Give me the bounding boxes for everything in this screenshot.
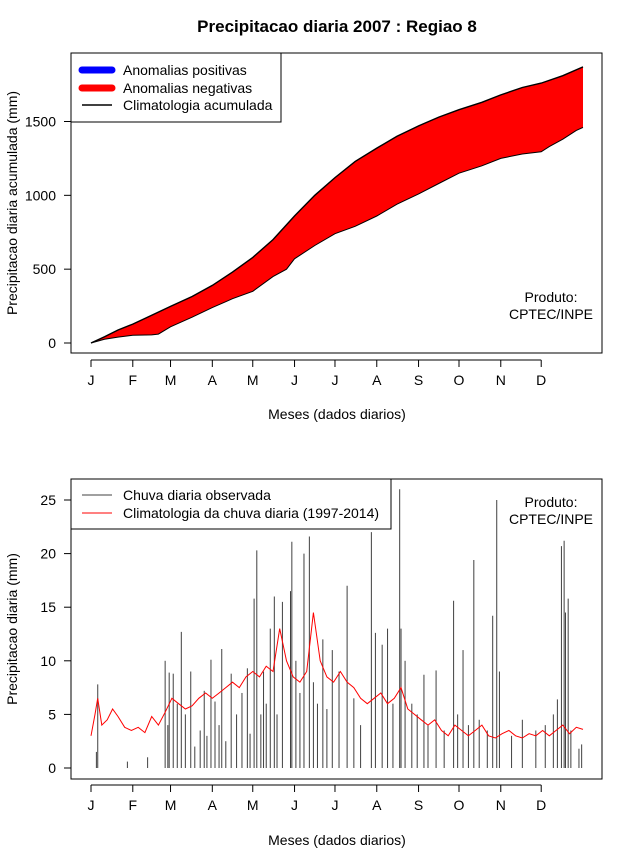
credit-source: CPTEC/INPE [509, 306, 593, 322]
legend-box [70, 478, 392, 530]
chart-cumulative: 0 500 1000 1500 J F M A M J J A S O N D Precipitacao d… [4, 52, 603, 422]
x-tick-label: J [331, 372, 338, 388]
x-tick-label: M [247, 372, 259, 388]
y-axis-cumulative: 0 500 1000 1500 [25, 114, 72, 351]
credit-source: CPTEC/INPE [509, 511, 593, 527]
y-axis-label-cumulative: Precipitacao diaria acumulada (mm) [4, 91, 20, 315]
x-tick-label: M [165, 797, 177, 813]
x-tick-label: J [291, 797, 298, 813]
climatology-daily-line [90, 612, 584, 739]
climatology-line [90, 66, 584, 344]
x-tick-label: J [88, 372, 95, 388]
x-tick-label: N [496, 372, 506, 388]
legend-label-positive: Anomalias positivas [123, 62, 247, 78]
x-tick-label: J [331, 797, 338, 813]
x-tick-label: D [536, 797, 546, 813]
observed-cumulative-line [90, 126, 584, 344]
y-tick-label: 10 [40, 653, 56, 669]
y-tick-label: 0 [48, 335, 56, 351]
y-tick-label: 25 [40, 492, 56, 508]
climatology-daily-line [90, 612, 584, 739]
y-axis-daily: 0 5 10 15 20 25 [40, 492, 72, 776]
figure-title: Precipitacao diaria 2007 : Regiao 8 [197, 17, 477, 36]
x-tick-label: O [454, 797, 465, 813]
legend-label-negative: Anomalias negativas [123, 80, 252, 96]
credit-label: Produto: [525, 289, 578, 305]
legend-label-climatology: Climatologia acumulada [123, 97, 273, 113]
x-tick-label: F [129, 797, 138, 813]
x-tick-label: A [372, 372, 382, 388]
x-tick-label: O [454, 372, 465, 388]
x-tick-label: A [372, 797, 382, 813]
x-tick-label: A [208, 372, 218, 388]
legend-daily: Chuva diaria observada Climatologia da c… [70, 478, 392, 530]
x-tick-label: S [414, 372, 423, 388]
x-tick-label: A [208, 797, 218, 813]
y-tick-label: 1500 [25, 114, 56, 130]
x-tick-label: J [291, 372, 298, 388]
negative-anomaly-area [91, 66, 583, 344]
legend-label-climatology-daily: Climatologia da chuva diaria (1997-2014) [123, 505, 379, 521]
y-tick-label: 500 [33, 261, 57, 277]
chart-daily: 0 5 10 15 20 25 J F M A M J J A S O N D Precipitacao dia… [4, 478, 603, 848]
x-tick-label: D [536, 372, 546, 388]
x-tick-label: J [88, 797, 95, 813]
x-tick-label: S [414, 797, 423, 813]
y-tick-label: 5 [48, 706, 56, 722]
x-tick-label: N [496, 797, 506, 813]
x-tick-label: M [165, 372, 177, 388]
y-tick-label: 15 [40, 599, 56, 615]
x-axis-label-daily: Meses (dados diarios) [268, 832, 406, 848]
y-tick-label: 20 [40, 546, 56, 562]
observed-rain-bars [95, 489, 583, 768]
y-tick-label: 0 [48, 760, 56, 776]
x-tick-label: F [129, 372, 138, 388]
legend-cumulative: Anomalias positivas Anomalias negativas … [70, 52, 282, 123]
series-lines-cumulative [90, 66, 584, 344]
y-axis-label-daily: Precipitacao diaria (mm) [4, 553, 20, 705]
anomaly-area [91, 66, 583, 344]
x-tick-label: M [247, 797, 259, 813]
legend-label-observed: Chuva diaria observada [123, 487, 271, 503]
credit-label: Produto: [525, 494, 578, 510]
y-tick-label: 1000 [25, 187, 56, 203]
x-axis-label-cumulative: Meses (dados diarios) [268, 406, 406, 422]
